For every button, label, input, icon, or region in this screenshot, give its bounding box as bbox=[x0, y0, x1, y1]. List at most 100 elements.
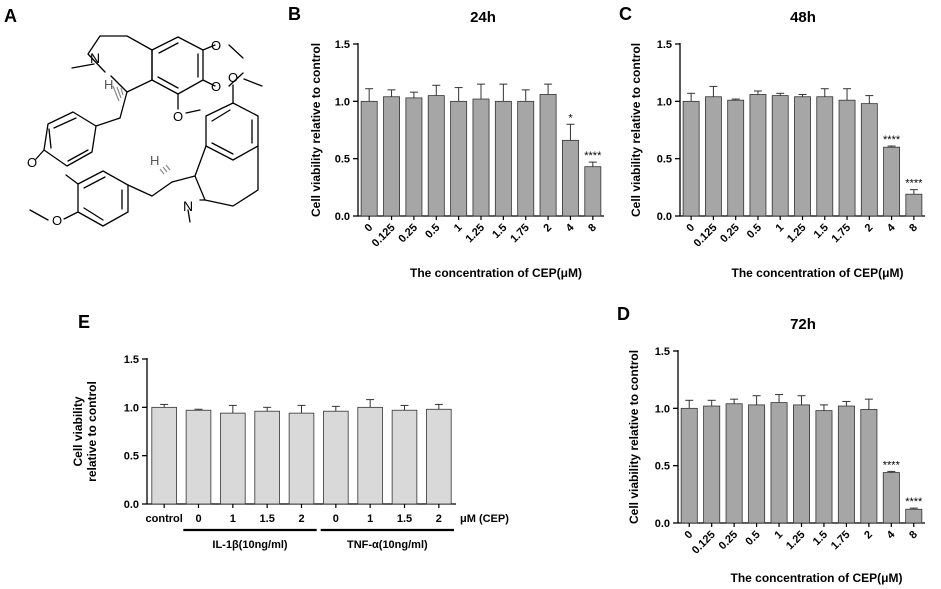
y-tick-label: 1.0 bbox=[655, 403, 670, 415]
hydrogen-atom: H bbox=[104, 77, 113, 92]
cepharanthine-structure bbox=[29, 35, 263, 227]
bar bbox=[749, 94, 767, 217]
x-tick-label: 1 bbox=[367, 513, 373, 525]
y-tick-label: 1.5 bbox=[335, 39, 350, 51]
y-tick-label: 1.0 bbox=[124, 402, 139, 414]
chart-72h: 72h 0.0 0.5 1.0 1.5 Cell viability relative t… bbox=[627, 316, 925, 585]
oxygen-glyph: O bbox=[173, 109, 183, 124]
x-axis-label: The concentration of CEP(μM) bbox=[410, 266, 582, 280]
group-label: IL-1β(10ng/ml) bbox=[212, 539, 288, 551]
y-tick-label: 1.5 bbox=[657, 39, 672, 51]
x-tick-label: 0.5 bbox=[743, 529, 762, 548]
bar bbox=[860, 103, 878, 217]
y-tick-label: 0.5 bbox=[655, 461, 670, 473]
y-tick-label: 0.5 bbox=[335, 154, 350, 166]
y-tick-label: 0.5 bbox=[657, 154, 672, 166]
x-tick-label: 1.5 bbox=[260, 513, 275, 525]
significance-label: **** bbox=[584, 150, 602, 162]
y-axis-label: Cell viabilityrelative to control bbox=[71, 381, 99, 482]
bar bbox=[151, 406, 177, 505]
bar bbox=[682, 100, 700, 217]
x-tick-label: 0 bbox=[683, 529, 696, 542]
oxygen-glyph: O bbox=[52, 213, 62, 228]
x-tick-label: 1 bbox=[774, 222, 787, 235]
oxygen-glyph: O bbox=[27, 155, 37, 170]
x-tick-label: 1.75 bbox=[829, 529, 853, 553]
y-tick-label: 1.0 bbox=[657, 96, 672, 108]
x-tick-label: 1.5 bbox=[397, 513, 412, 525]
chart-inflammation: 0.0 0.5 1.0 1.5 Cell viabilityrelative to co… bbox=[71, 354, 509, 551]
oxygen-glyph: O bbox=[211, 38, 221, 53]
x-tick-label: 0.125 bbox=[370, 222, 398, 250]
x-tick-label: 0 bbox=[195, 513, 201, 525]
y-axis-label-line: relative to control bbox=[85, 381, 99, 482]
x-tick-label: 1 bbox=[230, 513, 236, 525]
bar bbox=[584, 166, 602, 217]
x-tick-label: 1 bbox=[452, 222, 465, 235]
x-tick-label: 8 bbox=[586, 222, 599, 235]
x-axis-label: The concentration of CEP(μM) bbox=[731, 266, 903, 280]
bar bbox=[794, 96, 811, 217]
group-label: TNF-α(10ng/ml) bbox=[347, 539, 428, 551]
oxygen-glyph: O bbox=[228, 70, 238, 85]
x-tick-label: 8 bbox=[907, 222, 920, 235]
nitrogen-atom: N bbox=[183, 198, 193, 214]
y-axis-label: Cell viability relative to control bbox=[629, 43, 643, 217]
x-tick-label: 0.125 bbox=[692, 222, 720, 250]
x-tick-label: 0 bbox=[684, 222, 697, 235]
bar bbox=[472, 98, 490, 217]
x-tick-label: 2 bbox=[863, 222, 876, 235]
chart-title: 72h bbox=[790, 316, 816, 333]
x-tick-label: 1.75 bbox=[508, 222, 532, 246]
bar bbox=[860, 409, 878, 524]
bar bbox=[816, 96, 834, 217]
y-tick-label: 1.5 bbox=[124, 354, 139, 366]
bar bbox=[450, 100, 468, 217]
significance-label: **** bbox=[905, 496, 923, 508]
x-tick-label: 8 bbox=[907, 529, 920, 542]
x-tick-label: 4 bbox=[564, 221, 577, 234]
x-tick-label: 0.5 bbox=[745, 222, 764, 241]
oxygen-glyph: O bbox=[211, 79, 221, 94]
bar bbox=[727, 99, 745, 217]
y-axis-label: Cell viability relative to control bbox=[309, 43, 323, 217]
x-tick-label: 1.5 bbox=[811, 529, 830, 548]
y-tick-label: 1.5 bbox=[655, 346, 670, 358]
x-tick-label: 0.25 bbox=[718, 222, 742, 246]
bar bbox=[838, 99, 856, 217]
x-tick-label: 0.125 bbox=[690, 529, 718, 557]
x-tick-label: 2 bbox=[541, 222, 554, 235]
y-tick-label: 0.0 bbox=[657, 211, 672, 223]
bar bbox=[357, 406, 383, 505]
significance-label: **** bbox=[883, 134, 901, 146]
bar bbox=[360, 100, 378, 217]
x-tick-label: 1.75 bbox=[830, 222, 854, 246]
stereo-wedge-upper bbox=[112, 85, 124, 102]
x-tick-label: 1 bbox=[772, 529, 785, 542]
bar bbox=[883, 146, 901, 217]
bar bbox=[704, 96, 722, 217]
y-axis-label: Cell viability relative to control bbox=[627, 350, 641, 524]
bar bbox=[254, 410, 280, 505]
y-tick-label: 0.0 bbox=[124, 499, 139, 511]
x-tick-label: 1.25 bbox=[463, 222, 487, 246]
bar bbox=[725, 403, 743, 524]
bar bbox=[771, 95, 789, 217]
x-tick-label: 0.25 bbox=[717, 529, 741, 553]
x-tick-label: 4 bbox=[885, 221, 898, 234]
bar bbox=[703, 405, 721, 524]
x-tick-label: 1.5 bbox=[490, 222, 509, 241]
bar bbox=[405, 97, 423, 217]
bar bbox=[323, 410, 349, 505]
bar bbox=[383, 96, 400, 217]
x-tick-label: 1.25 bbox=[785, 222, 809, 246]
significance-label: * bbox=[568, 112, 573, 124]
panel-label-a: A bbox=[4, 6, 17, 26]
x-tick-label: 0 bbox=[362, 222, 375, 235]
bar bbox=[494, 100, 512, 217]
x-tick-label: 0.5 bbox=[423, 222, 442, 241]
bar bbox=[770, 402, 788, 524]
panel-label-c: C bbox=[619, 4, 632, 24]
x-tick-label: 4 bbox=[885, 528, 898, 541]
bar bbox=[815, 410, 833, 524]
